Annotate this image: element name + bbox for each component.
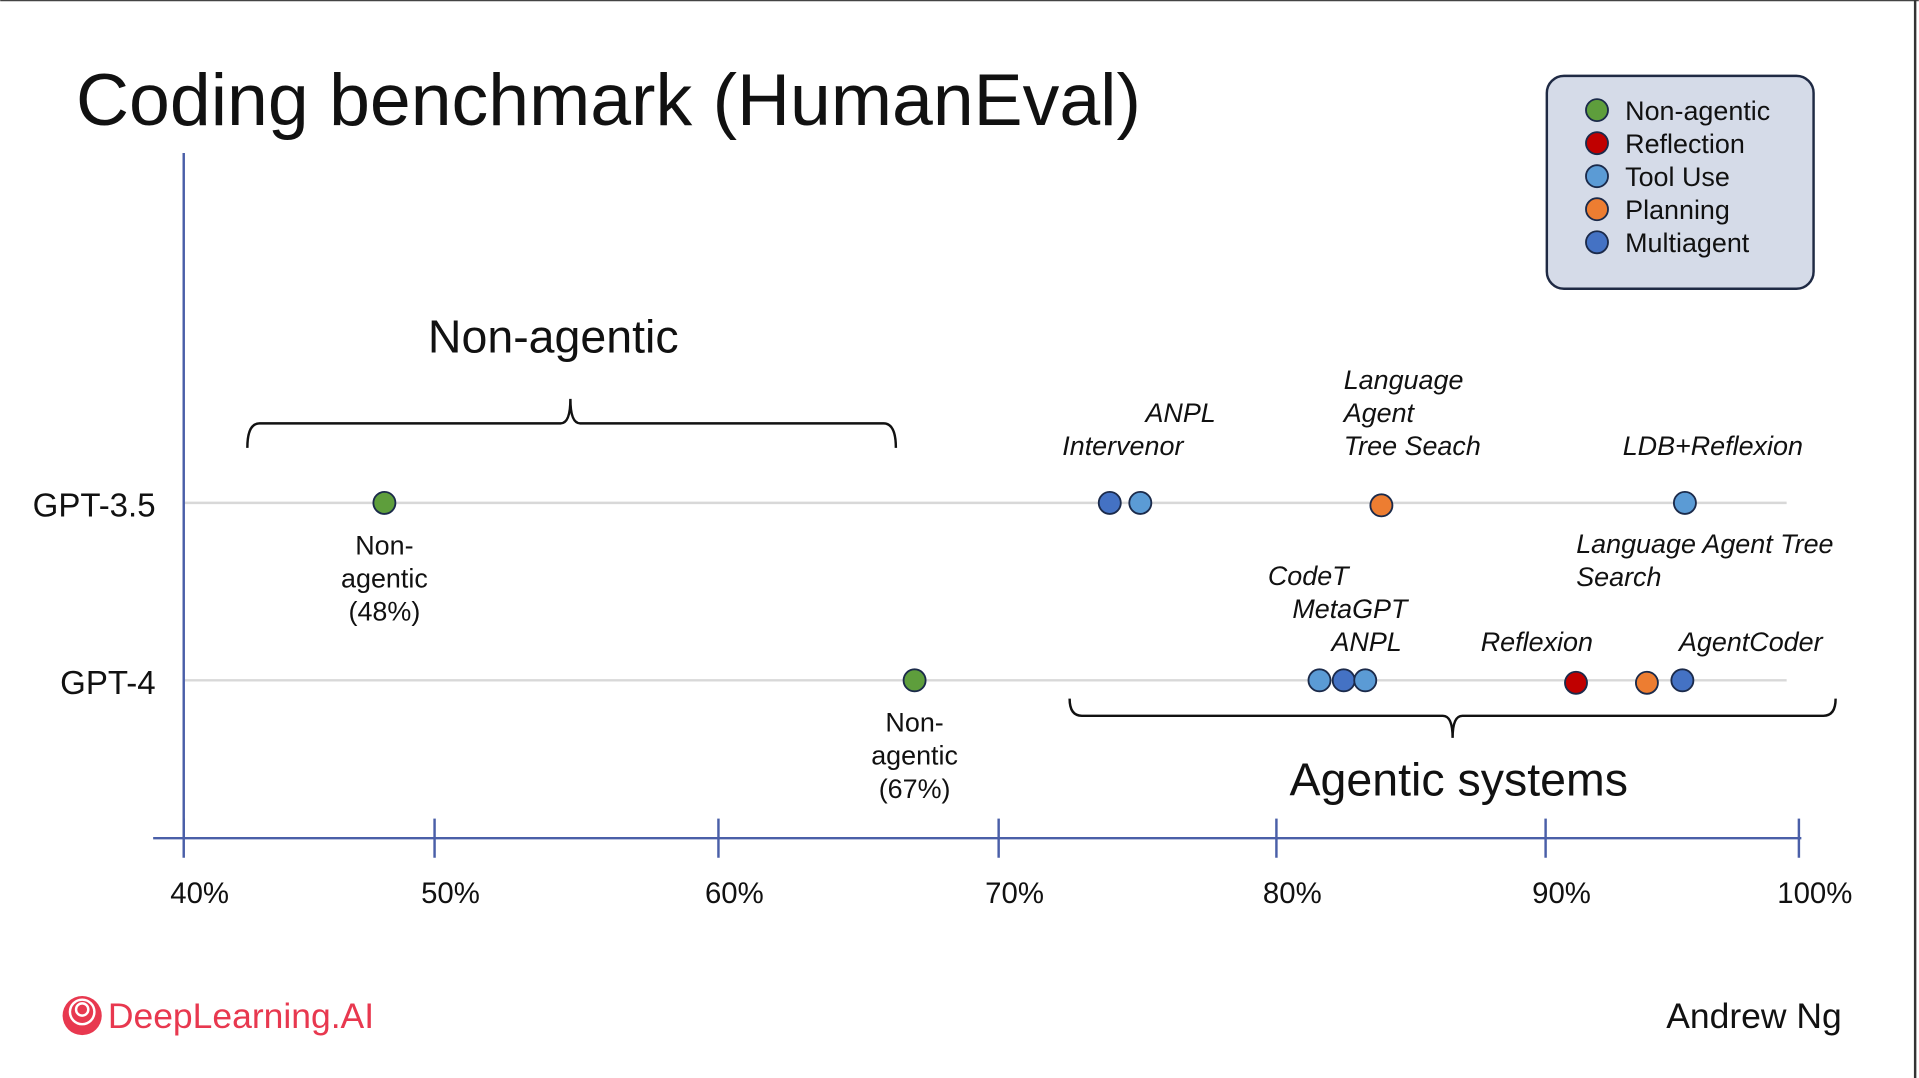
x-tick-label: 80% [1263,877,1322,910]
annotation-line: ANPL [1329,627,1401,657]
bracket-label-non-agentic: Non-agentic [428,310,679,362]
label-line: Non- [885,708,943,738]
annotation-line: LDB+Reflexion [1623,431,1803,461]
legend-label: Reflection [1625,129,1745,159]
bracket-non-agentic: Non-agentic [246,310,898,448]
data-point-tool-use [1128,490,1153,515]
data-point-multiagent [1331,668,1356,693]
annotation-line: Tree Seach [1344,431,1481,461]
data-point-planning [1369,493,1394,518]
x-tick-label: 60% [705,877,764,910]
category-label: GPT-4 [60,664,155,701]
label-line: (48%) [349,596,421,626]
point-labels: Non-agentic (48%)Non-agentic (67%) [341,530,958,803]
legend-marker [1585,164,1609,189]
point-annotation: AgentCoder [1677,627,1824,657]
point-annotation: Language Agent Tree Search [1576,529,1833,592]
data-points [372,490,1697,695]
legend-marker [1585,230,1609,255]
non-agentic-point-label: Non-agentic (67%) [871,708,958,804]
x-tick-label: 90% [1532,877,1591,910]
point-annotation: LDB+Reflexion [1623,431,1803,461]
point-annotation: Language Agent Tree Seach [1342,365,1481,461]
legend-label: Tool Use [1625,162,1730,192]
point-annotation: CodeT [1268,561,1351,591]
data-point-tool-use [1307,668,1332,693]
point-annotation: Intervenor [1062,431,1184,461]
annotation-line: Language [1344,365,1464,395]
gridlines [183,501,1787,682]
label-line: agentic [341,563,428,593]
annotation-line: Agent [1342,398,1416,428]
legend-marker [1585,197,1609,222]
legend-label: Non-agentic [1625,96,1770,126]
legend-marker [1585,131,1609,156]
author-name: Andrew Ng [1666,996,1841,1036]
chart-title: Coding benchmark (HumanEval) [76,59,1141,141]
x-ticks: 40% 50% 60% 70% 80% 90% 100% [170,818,1852,910]
x-tick-label: 70% [985,877,1044,910]
point-annotation: Reflexion [1481,627,1593,657]
x-tick-label: 40% [170,877,229,910]
label-line: Non- [355,530,413,560]
annotation-line: Reflexion [1481,627,1593,657]
non-agentic-point-label: Non-agentic (48%) [341,530,428,626]
x-tick-label: 100% [1777,877,1852,910]
annotation-line: AgentCoder [1677,627,1824,657]
point-annotation: ANPL [1329,627,1401,657]
category-labels: GPT-3.5 GPT-4 [33,486,156,700]
x-tick-label: 50% [421,877,480,910]
data-point-tool-use [1672,490,1697,515]
legend-label: Multiagent [1625,228,1750,258]
data-point-reflection [1564,670,1588,695]
label-line: agentic [871,741,958,771]
data-point-non-agentic [372,490,397,515]
annotation-line: MetaGPT [1292,594,1410,624]
legend-label: Planning [1625,195,1730,225]
point-annotation: ANPL [1143,398,1215,428]
annotation-line: Search [1576,562,1661,592]
data-point-non-agentic [902,668,927,693]
bracket-label-agentic-systems: Agentic systems [1290,753,1628,805]
point-annotation: MetaGPT [1292,594,1410,624]
annotation-line: Intervenor [1062,431,1184,461]
data-point-tool-use [1353,668,1378,693]
annotation-line: Language Agent Tree [1576,529,1833,559]
legend-marker [1585,98,1609,123]
annotation-line: ANPL [1143,398,1215,428]
brand-logo: DeepLearning.AI [62,996,374,1036]
category-label: GPT-3.5 [33,486,156,523]
data-point-planning [1634,670,1659,695]
data-point-multiagent [1097,490,1122,515]
label-line: (67%) [879,774,951,804]
bracket-agentic-systems: Agentic systems [1068,698,1837,805]
annotation-line: CodeT [1268,561,1351,591]
data-point-multiagent [1670,668,1695,693]
brand-name: DeepLearning.AI [108,996,374,1036]
